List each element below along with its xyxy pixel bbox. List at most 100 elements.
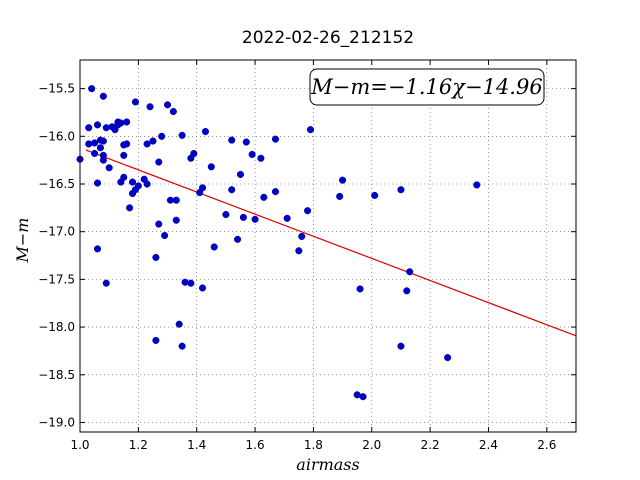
x-tick-label: 1.4 (187, 438, 206, 452)
data-point (91, 139, 99, 147)
y-axis-label: M−m (13, 218, 32, 264)
x-tick-label: 1.2 (129, 438, 148, 452)
data-point (283, 214, 291, 222)
chart-title: 2022-02-26_212152 (242, 28, 414, 48)
data-points (76, 85, 481, 401)
fit-annotation: M−m=−1.16χ−14.96 (309, 68, 545, 106)
fit-line (85, 149, 577, 337)
data-point (201, 127, 210, 136)
x-tick-label: 2.2 (421, 438, 440, 452)
data-point (339, 176, 347, 184)
data-point (123, 118, 131, 126)
data-point (146, 103, 154, 111)
data-point (128, 178, 137, 186)
x-axis-label: airmass (296, 455, 359, 474)
data-point (198, 284, 207, 292)
plot-frame (79, 59, 577, 433)
data-point (131, 98, 139, 106)
data-point (356, 285, 364, 293)
data-point (93, 245, 102, 253)
data-point (85, 140, 93, 148)
data-point (304, 207, 312, 215)
y-tick-label: −18.5 (38, 368, 75, 382)
data-point (397, 342, 405, 350)
data-point (172, 216, 180, 224)
data-point (239, 213, 247, 221)
y-tick-label: −19.0 (38, 415, 75, 429)
data-point (251, 215, 259, 223)
data-point (172, 196, 180, 204)
data-point (444, 354, 452, 362)
data-point (155, 220, 163, 228)
y-tick-label: −16.5 (38, 177, 75, 191)
x-tick-label: 1.6 (246, 438, 265, 452)
data-point (178, 342, 186, 350)
data-point (158, 132, 166, 140)
y-tick-label: −18.0 (38, 320, 75, 334)
data-point (257, 154, 265, 162)
data-point (248, 150, 256, 158)
data-point (295, 247, 303, 255)
data-point (359, 393, 367, 401)
data-point (236, 170, 245, 179)
data-point (99, 137, 107, 145)
data-point (397, 186, 405, 194)
data-point (234, 235, 242, 243)
data-point (149, 137, 157, 145)
data-point (163, 101, 172, 109)
data-point (298, 232, 306, 241)
data-point (117, 119, 125, 127)
data-point (120, 151, 128, 159)
data-point (134, 182, 142, 190)
axis-ticks (79, 60, 576, 432)
data-point (222, 210, 230, 219)
x-tick-label: 2.0 (362, 438, 381, 452)
data-point (306, 126, 315, 134)
data-point (271, 188, 280, 196)
data-point (403, 287, 411, 295)
x-tick-label: 1.8 (304, 438, 323, 452)
tick-labels: 1.0 1.2 1.4 1.6 1.8 2.0 2.2 2.4 2.6 −15.5 −16.0 −16… (38, 82, 556, 452)
data-point (105, 164, 113, 172)
data-point (152, 336, 160, 344)
fit-line-group (85, 149, 577, 337)
data-point (336, 192, 344, 200)
data-point (207, 163, 215, 171)
x-tick-label: 1.0 (70, 438, 89, 452)
data-point (260, 193, 268, 201)
data-point (91, 149, 99, 158)
data-point (155, 158, 163, 166)
x-tick-label: 2.4 (479, 438, 498, 452)
data-point (175, 320, 183, 328)
data-point (88, 85, 96, 93)
data-point (181, 278, 189, 286)
data-point (187, 279, 195, 287)
data-point (242, 138, 250, 146)
data-point (473, 181, 481, 189)
data-point (406, 268, 414, 276)
y-tick-label: −17.5 (38, 272, 75, 286)
data-point (93, 179, 102, 187)
data-point (126, 204, 134, 212)
data-point (123, 140, 131, 148)
data-point (99, 92, 107, 100)
data-point (210, 243, 218, 251)
data-point (120, 173, 128, 181)
data-point (190, 149, 198, 158)
y-tick-label: −16.0 (38, 129, 75, 143)
data-point (102, 124, 110, 132)
data-point (99, 156, 107, 164)
data-point (93, 121, 102, 129)
x-tick-label: 2.6 (537, 438, 556, 452)
annotation-text: M−m=−1.16χ−14.96 (310, 75, 542, 99)
data-point (102, 279, 110, 287)
data-point (271, 135, 280, 143)
data-point (143, 180, 151, 188)
y-tick-label: −15.5 (38, 82, 75, 96)
data-point (152, 253, 160, 261)
data-point (85, 124, 93, 132)
data-point (228, 136, 236, 144)
y-tick-label: −17.0 (38, 225, 75, 239)
data-point (96, 144, 104, 152)
